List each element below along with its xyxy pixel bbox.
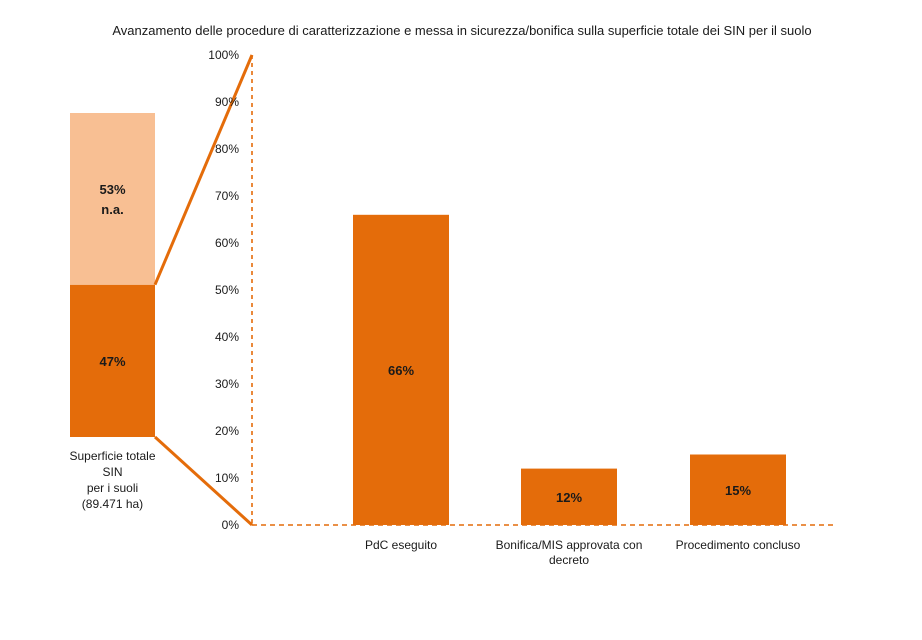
y-tick-label: 50% [215, 283, 239, 297]
connector-top [153, 54, 254, 286]
bar-value-label: 66% [388, 363, 414, 378]
x-category-label: Bonifica/MIS approvata con [496, 538, 643, 552]
y-tick-label: 100% [208, 48, 239, 62]
y-tick-label: 90% [215, 95, 239, 109]
y-tick-label: 70% [215, 189, 239, 203]
bars: 66% PdC eseguito 12% Bonifica/MIS approvata… [353, 214, 801, 567]
stacked-segment [70, 113, 155, 285]
stacked-category-label: per i suoli [87, 481, 138, 495]
bar [690, 454, 786, 525]
bar-value-label: 12% [556, 490, 582, 505]
segment-label: n.a. [101, 202, 123, 217]
y-tick-label: 80% [215, 142, 239, 156]
y-tick-label: 60% [215, 236, 239, 250]
stacked-bar-panel: 47% 53% n.a. Superficie totale SIN per i suol… [69, 113, 156, 511]
stacked-segment [70, 284, 155, 437]
bar [353, 214, 449, 526]
y-tick-label: 30% [215, 377, 239, 391]
y-tick-label: 0% [222, 518, 240, 532]
connector-bottom [153, 435, 254, 527]
x-category-label: Procedimento concluso [676, 538, 801, 552]
bar [521, 468, 617, 525]
stacked-category-label: Superficie totale [69, 449, 155, 463]
stacked-category-label: SIN [102, 465, 122, 479]
chart-title: Avanzamento delle procedure di caratteri… [112, 23, 811, 38]
y-tick-label: 10% [215, 471, 239, 485]
x-category-label: PdC eseguito [365, 538, 437, 552]
segment-label: 53% [99, 182, 125, 197]
y-tick-label: 20% [215, 424, 239, 438]
bar-value-label: 15% [725, 483, 751, 498]
zoom-connectors [153, 54, 254, 527]
stacked-category-label: (89.471 ha) [82, 497, 143, 511]
x-category-label: decreto [549, 553, 589, 567]
segment-label: 47% [99, 354, 125, 369]
y-tick-label: 40% [215, 330, 239, 344]
